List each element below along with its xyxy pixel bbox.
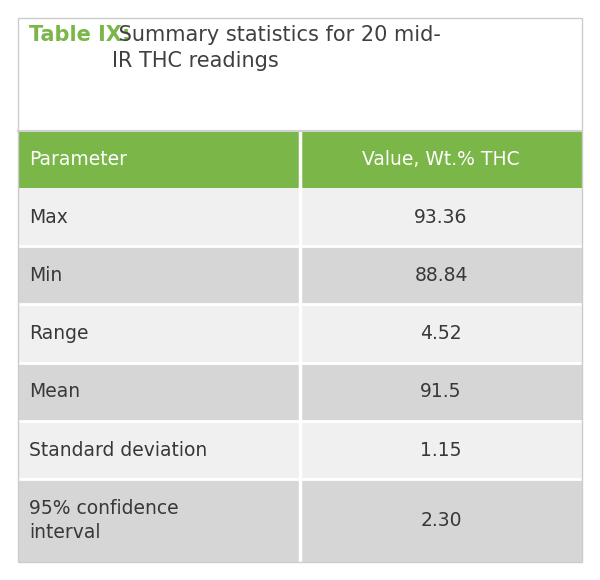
Text: 91.5: 91.5 bbox=[420, 382, 462, 401]
Text: Max: Max bbox=[29, 208, 68, 227]
Text: 2.30: 2.30 bbox=[420, 511, 462, 530]
Bar bbox=[18, 362, 582, 421]
Bar bbox=[18, 479, 582, 562]
Text: 93.36: 93.36 bbox=[415, 208, 467, 227]
Text: Mean: Mean bbox=[29, 382, 80, 401]
Text: Value, Wt.% THC: Value, Wt.% THC bbox=[362, 150, 520, 169]
Text: Summary statistics for 20 mid-
IR THC readings: Summary statistics for 20 mid- IR THC re… bbox=[112, 25, 440, 71]
Bar bbox=[18, 246, 582, 304]
Text: Range: Range bbox=[29, 324, 88, 343]
Text: Min: Min bbox=[29, 266, 62, 285]
Text: Parameter: Parameter bbox=[29, 150, 127, 169]
Bar bbox=[18, 188, 582, 246]
Bar bbox=[18, 421, 582, 479]
Text: 1.15: 1.15 bbox=[420, 441, 462, 459]
Text: Table IX:: Table IX: bbox=[29, 25, 130, 45]
Bar bbox=[18, 304, 582, 362]
Text: Standard deviation: Standard deviation bbox=[29, 441, 207, 459]
Text: 88.84: 88.84 bbox=[414, 266, 468, 285]
Text: 4.52: 4.52 bbox=[420, 324, 462, 343]
Bar bbox=[18, 132, 582, 188]
Text: 95% confidence
interval: 95% confidence interval bbox=[29, 499, 178, 542]
Bar bbox=[18, 18, 582, 132]
